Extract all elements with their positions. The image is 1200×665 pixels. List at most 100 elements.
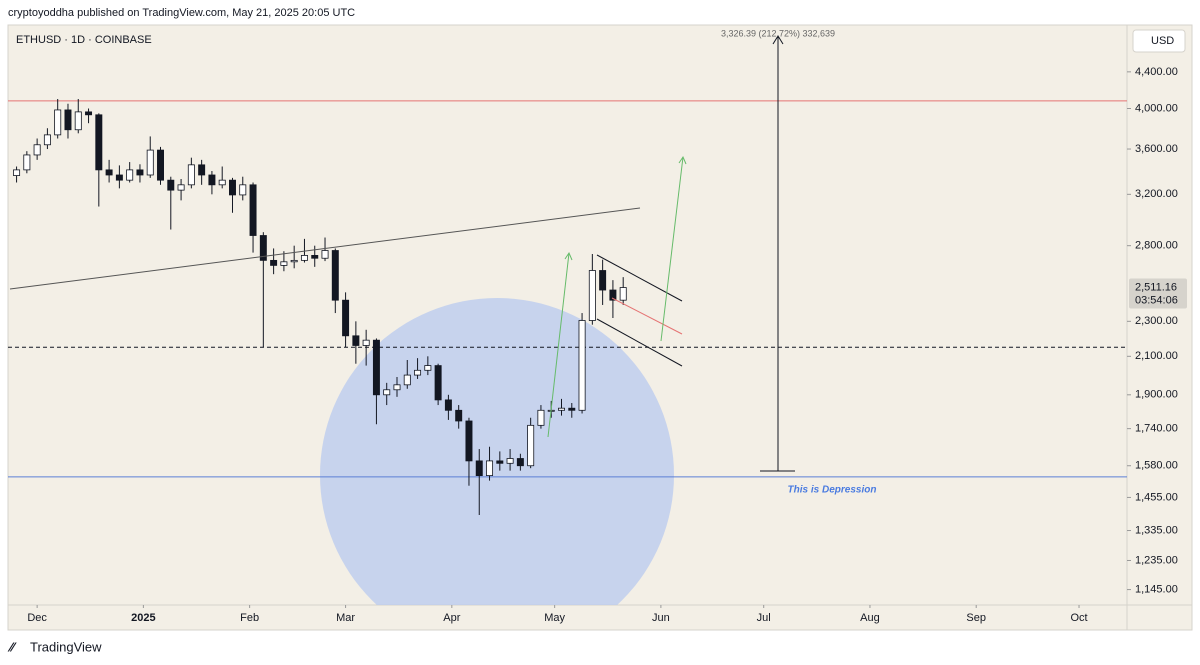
x-tick-label: Feb	[240, 612, 259, 624]
candle-body	[218, 179, 226, 186]
candle-body	[54, 109, 62, 136]
y-tick-label: 2,800.00	[1135, 240, 1178, 252]
logo-mark: ⁄⁄	[7, 639, 17, 654]
arrow-head	[564, 251, 573, 261]
y-tick-label: 1,740.00	[1135, 423, 1178, 435]
y-tick-label: 1,145.00	[1135, 583, 1178, 595]
candle-body	[465, 420, 473, 462]
candle-body	[105, 169, 113, 176]
candle-body	[352, 335, 360, 346]
y-tick-label: 1,235.00	[1135, 554, 1178, 566]
candle-body	[362, 339, 370, 346]
brand: TradingView	[30, 639, 102, 654]
candle-body	[208, 174, 216, 186]
candle-body	[372, 339, 380, 396]
candle-body	[486, 460, 494, 476]
candle-body	[198, 164, 206, 176]
y-tick-label: 4,400.00	[1135, 66, 1178, 78]
candle-body	[239, 184, 247, 196]
candle-body	[516, 458, 524, 467]
candle-body	[455, 409, 463, 422]
countdown: 03:54:06	[1135, 294, 1178, 306]
currency[interactable]: USD	[1151, 35, 1174, 47]
candle-body	[434, 365, 442, 401]
candle-body	[146, 149, 154, 176]
candle-body	[383, 389, 391, 396]
candle-body	[33, 144, 41, 156]
channel-top	[596, 254, 683, 302]
y-tick-label: 1,455.00	[1135, 491, 1178, 503]
candle-body	[331, 250, 339, 301]
candle-body	[527, 424, 535, 467]
candle-body	[393, 384, 401, 391]
candle-body	[74, 111, 82, 131]
candle-body	[568, 407, 576, 411]
y-tick-label: 1,335.00	[1135, 524, 1178, 536]
arrow-head	[678, 155, 687, 165]
candle-body	[444, 399, 452, 411]
x-tick-label: Apr	[443, 612, 460, 624]
candle-body	[537, 409, 545, 426]
arrow	[660, 156, 684, 342]
candle-body	[136, 169, 144, 176]
candle-body	[177, 184, 185, 191]
x-tick-label: Jun	[652, 612, 670, 624]
candle-body	[311, 255, 319, 259]
candle-body	[506, 458, 514, 464]
candle-body	[167, 179, 175, 191]
x-tick-label: Dec	[27, 612, 47, 624]
candle-body	[187, 164, 195, 186]
price-tag	[1129, 278, 1187, 309]
candle-body	[249, 184, 257, 236]
arrow	[547, 252, 570, 438]
candle-body	[259, 235, 267, 261]
candle-body	[609, 289, 617, 301]
drawings	[9, 35, 795, 472]
candle-body	[619, 287, 627, 301]
candle-body	[23, 154, 31, 171]
measure-label: 3,326.39 (212.72%) 332,639	[721, 28, 835, 38]
x-tick-label: Jul	[757, 612, 771, 624]
x-tick-label: 2025	[131, 612, 155, 624]
candle-body	[157, 149, 164, 181]
candle-body	[85, 111, 93, 116]
y-tick-label: 3,600.00	[1135, 143, 1178, 155]
x-tick-label: Sep	[966, 612, 986, 624]
x-tick-label: Aug	[860, 612, 880, 624]
candle-body	[321, 250, 329, 259]
channel-bottom	[596, 318, 683, 367]
trend-line	[9, 207, 641, 290]
y-tick-label: 3,200.00	[1135, 188, 1178, 200]
annotation: This is Depression	[788, 485, 877, 496]
y-tick-label: 4,000.00	[1135, 102, 1178, 114]
publisher-line: cryptoyoddha published on TradingView.co…	[8, 7, 355, 19]
x-tick-label: Mar	[336, 612, 355, 624]
symbol: ETHUSD · 1D · COINBASE	[16, 34, 152, 46]
currency-button[interactable]	[1132, 29, 1186, 53]
candle-body	[229, 179, 236, 196]
candle-body	[342, 299, 350, 337]
y-tick-label: 1,580.00	[1135, 460, 1178, 472]
candle-body	[115, 174, 123, 181]
candle-body	[496, 460, 504, 464]
y-tick-label: 2,300.00	[1135, 315, 1178, 327]
candle-body	[588, 270, 596, 321]
y-tick-label: 2,100.00	[1135, 350, 1178, 362]
candle-body	[280, 261, 288, 266]
channel-mid	[611, 297, 683, 335]
candle-body	[13, 169, 21, 176]
x-tick-label: May	[544, 612, 565, 624]
price-tag-label: 2,511.16	[1135, 281, 1177, 293]
candle-body	[64, 109, 72, 131]
candle-body	[414, 369, 422, 376]
candle-body	[599, 270, 607, 291]
candle-body	[126, 169, 134, 181]
candle-body	[270, 259, 278, 266]
candle-body	[300, 255, 308, 261]
plot-area	[8, 99, 1127, 516]
candle-body	[424, 365, 432, 371]
candle-body	[558, 407, 565, 411]
candle-body	[290, 259, 298, 263]
x-tick-label: Oct	[1070, 612, 1087, 624]
